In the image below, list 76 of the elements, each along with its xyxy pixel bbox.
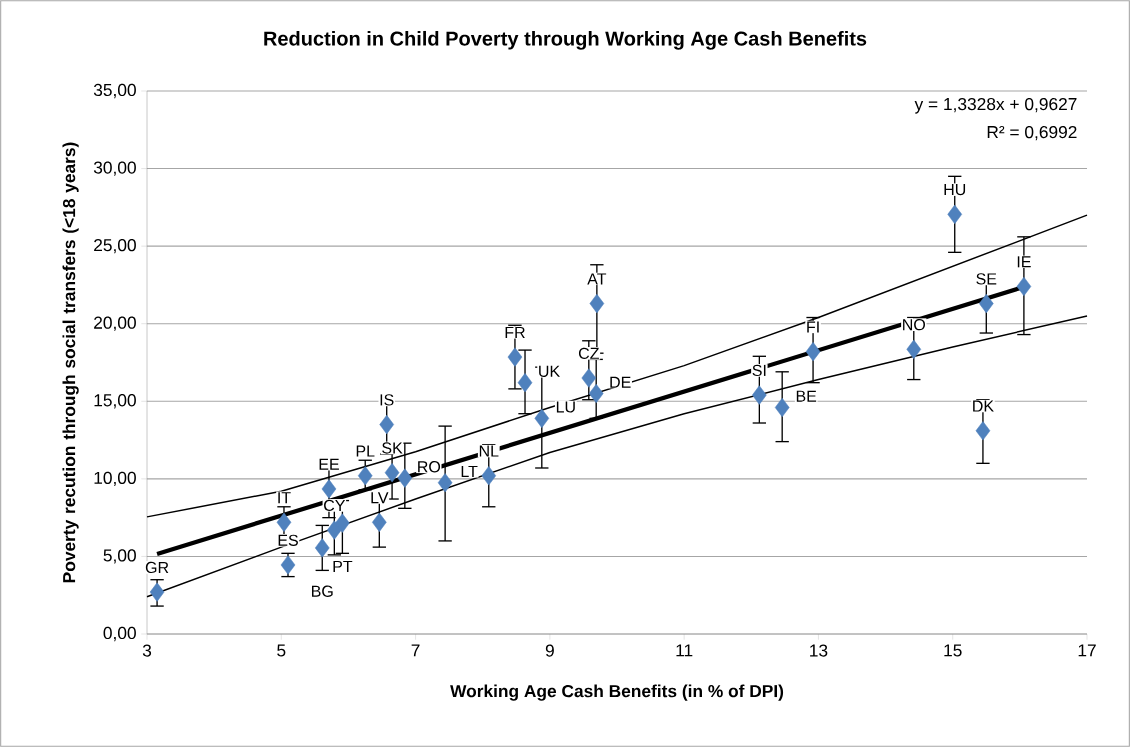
point [276,512,292,532]
y-tick-label: 20,00 [94,316,136,331]
point [379,414,394,435]
point [1016,276,1032,297]
chart-title: Reduction in Child Poverty through Working Age Cash Benefits [264,30,867,50]
annotation: FR [505,326,525,338]
point [481,466,497,486]
point [507,347,523,367]
annotation: SK [382,442,403,454]
x-tick-label: 17 [1078,644,1096,657]
y-tick-label: 15,00 [94,394,136,409]
x-tick-label: 11 [676,644,693,657]
annotation: SI [752,364,766,377]
annotation: NL [479,445,499,457]
x-tick-label: 9 [545,644,554,657]
y-tick-label: 25,00 [94,238,136,254]
annotation: FI [807,321,819,333]
annotation: PT [333,560,353,572]
annotation: LV [371,492,389,504]
point [384,463,400,483]
point [321,479,337,499]
annotation: SE [976,273,997,285]
y-tick-label: 10,00 [94,471,136,487]
point [397,468,413,488]
annotation: NO [903,318,925,331]
point [774,397,790,418]
annotation: UK [539,365,560,377]
annotation: CY [324,499,346,512]
point [437,473,453,493]
x-tick-label: 15 [944,644,962,657]
point [752,385,767,405]
point [335,513,350,533]
annotation: DK [973,400,994,412]
point [805,342,821,362]
x-tick-label: 13 [810,644,828,657]
annotation: IT [278,492,291,504]
x-tick-label: 5 [277,644,286,657]
annotation: BG [312,585,333,597]
annotation: EE [319,458,339,470]
annotation: IE [1017,256,1031,268]
annotation: LU [556,401,575,413]
point [314,538,330,558]
point [975,421,991,441]
point [588,383,604,404]
point [357,466,373,486]
x-tick-label: 3 [142,644,152,657]
point [534,408,550,428]
annotation: CZ [578,347,599,359]
y-axis-title: Poverty recution through social transfers (<18 years) [62,142,79,583]
annotation: R² = 0,6992 [987,125,1077,141]
y-tick-label: 0,00 [103,626,136,642]
x-axis-title: Working Age Cash Benefits (in % of DPI) [450,684,784,701]
point [947,204,963,224]
y-tick-label: 35,00 [93,83,136,99]
point [581,368,597,388]
point [517,373,533,393]
annotation: y = 1,3328x + 0,9627 [914,97,1077,114]
annotation: HU [944,184,966,196]
annotation: RO [418,461,441,473]
annotation: ES [278,534,298,546]
point [589,293,605,314]
annotation: BE [796,390,817,402]
annotation: GR [145,561,169,574]
annotation: PL [356,445,375,457]
x-tick-label: 7 [411,644,420,657]
point [906,339,922,359]
annotation: DE [610,376,631,388]
y-tick-label: 30,00 [93,161,136,176]
point [372,512,387,532]
annotation: IS [380,394,394,406]
point [327,520,342,540]
y-tick-label: 5,00 [103,549,136,564]
point [149,582,165,602]
annotation: LT [461,465,478,477]
annotation: AT [587,273,607,285]
point [979,293,994,314]
